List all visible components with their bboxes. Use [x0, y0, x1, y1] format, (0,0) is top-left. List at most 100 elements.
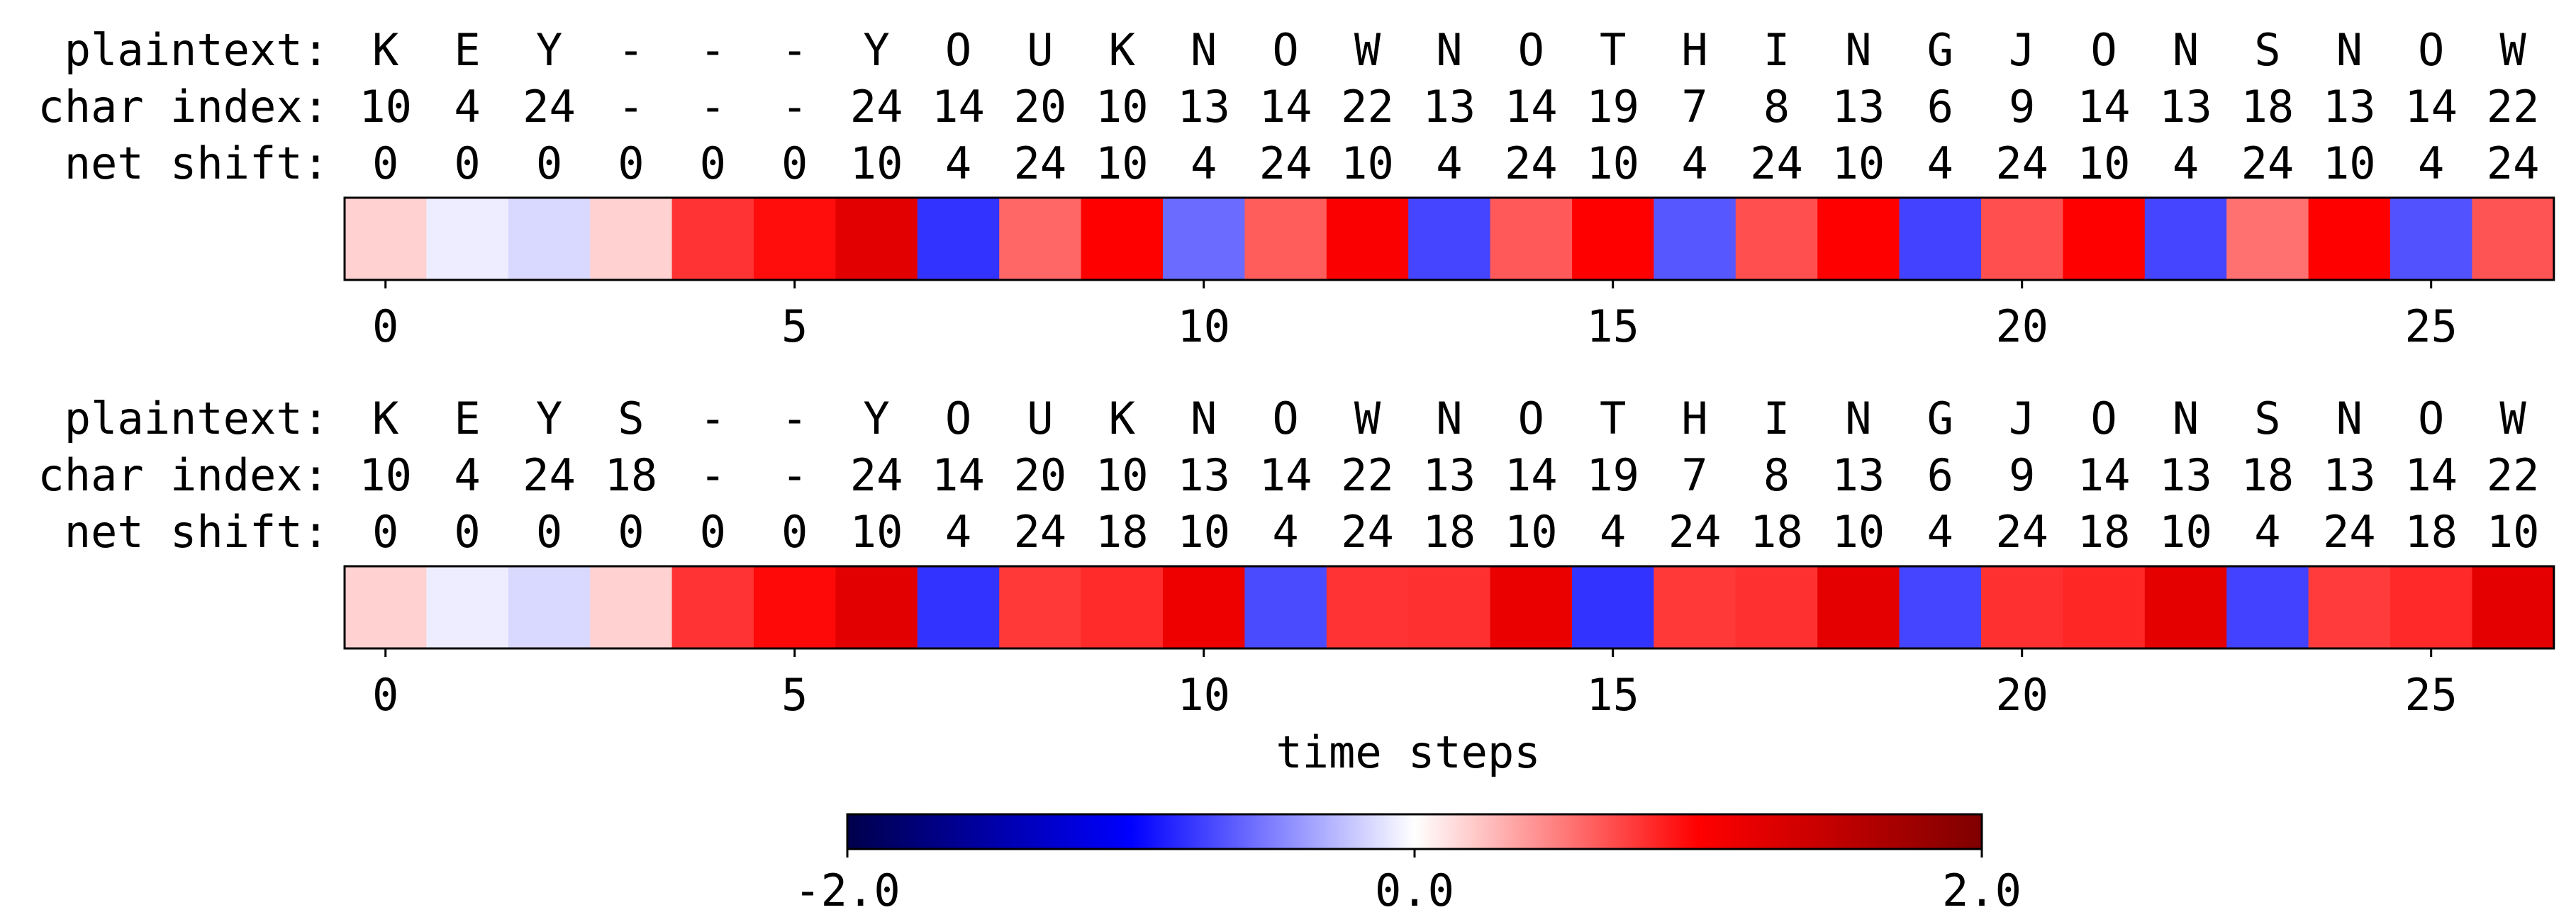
- char-index-value: 14: [2078, 449, 2131, 501]
- heatmap-cell: [1981, 566, 2063, 648]
- net-shift-value: 10: [1505, 506, 1558, 558]
- heatmap-cell: [671, 566, 754, 648]
- plaintext-char: -: [781, 24, 808, 76]
- plaintext-char: N: [2173, 393, 2199, 444]
- plaintext-char: S: [2254, 24, 2280, 76]
- net-shift-value: 4: [2173, 137, 2199, 189]
- plaintext-char: K: [1109, 24, 1136, 76]
- plaintext-char: Y: [536, 24, 562, 76]
- net-shift-value: 4: [945, 137, 971, 189]
- plaintext-char: N: [1436, 24, 1462, 76]
- net-shift-row-label: net shift:: [65, 137, 329, 189]
- heatmap-cell: [671, 198, 754, 280]
- heatmap-cell: [2308, 566, 2391, 648]
- net-shift-value: 10: [2159, 506, 2212, 558]
- plaintext-char: K: [372, 393, 399, 444]
- char-index-value: 6: [1927, 449, 1953, 501]
- heatmap-cell: [1490, 198, 1573, 280]
- heatmap-cell: [2308, 198, 2391, 280]
- char-index-value: 19: [1586, 449, 1639, 501]
- plaintext-char: J: [2009, 393, 2035, 444]
- heatmap-cell: [835, 566, 918, 648]
- char-index-value: 14: [932, 81, 985, 133]
- char-index-value: 10: [1095, 81, 1149, 133]
- char-index-value: 8: [1763, 449, 1790, 501]
- plaintext-char: O: [2090, 393, 2117, 444]
- char-index-value: 13: [2159, 81, 2212, 133]
- heatmap-cell: [1081, 198, 1164, 280]
- net-shift-value: 24: [1750, 137, 1803, 189]
- char-index-value: 22: [1341, 449, 1394, 501]
- net-shift-value: 0: [536, 137, 562, 189]
- net-shift-value: 0: [781, 137, 808, 189]
- colorbar-gradient: [846, 813, 1983, 850]
- net-shift-value: 24: [1341, 506, 1394, 558]
- heatmap-cell: [917, 566, 1000, 648]
- plaintext-char: K: [372, 24, 399, 76]
- char-index-value: 10: [359, 81, 412, 133]
- colorbar-tick-label: 0.0: [1375, 865, 1454, 916]
- char-index-value: -: [700, 81, 726, 133]
- plaintext-char: O: [1272, 393, 1298, 444]
- net-shift-value: 10: [1341, 137, 1394, 189]
- net-shift-value: 4: [1600, 506, 1626, 558]
- heatmap-cell: [1735, 566, 1818, 648]
- x-tick-label: 20: [1995, 300, 2048, 352]
- heatmap-cell: [917, 198, 1000, 280]
- plaintext-char: E: [454, 393, 480, 444]
- char-index-value: 14: [1259, 449, 1312, 501]
- colorbar: -2.0 0.0 2.0: [794, 813, 2022, 916]
- char-index-value: 19: [1586, 81, 1639, 133]
- char-index-value: 14: [1505, 81, 1558, 133]
- plaintext-char: O: [945, 393, 971, 444]
- heatmap-cell: [1163, 198, 1245, 280]
- plaintext-char: -: [618, 24, 644, 76]
- heatmap-cell: [1244, 566, 1327, 648]
- net-shift-value: 24: [1995, 137, 2048, 189]
- plaintext-char: N: [2336, 24, 2363, 76]
- plaintext-char: I: [1763, 393, 1790, 444]
- char-index-value: -: [700, 449, 726, 501]
- heatmap-cell: [1490, 566, 1573, 648]
- heatmap-cell: [2226, 198, 2309, 280]
- net-shift-value: 18: [1095, 506, 1149, 558]
- heatmap-cell: [1899, 198, 1982, 280]
- heatmap-cell: [1244, 198, 1327, 280]
- heatmap-cell: [999, 566, 1082, 648]
- plaintext-char: O: [945, 24, 971, 76]
- net-shift-value: 0: [700, 506, 726, 558]
- heatmap-cell: [345, 198, 427, 280]
- net-shift-value: 24: [2487, 137, 2540, 189]
- plaintext-char: K: [1109, 393, 1136, 444]
- net-shift-value: 4: [1191, 137, 1217, 189]
- heatmap-frame: [343, 196, 2555, 281]
- heatmap-cell: [590, 566, 673, 648]
- plaintext-char: O: [1518, 393, 1544, 444]
- plaintext-char: N: [1191, 24, 1217, 76]
- plaintext-char: J: [2009, 24, 2035, 76]
- heatmap-cell: [2226, 566, 2309, 648]
- plaintext-char: O: [2418, 393, 2444, 444]
- plaintext-char: N: [1191, 393, 1217, 444]
- heatmap-cell: [2472, 566, 2555, 648]
- net-shift-value: 10: [1832, 137, 1885, 189]
- colorbar-tick-label: 2.0: [1942, 865, 2022, 916]
- char-index-value: 13: [2323, 81, 2376, 133]
- char-index-value: 4: [454, 81, 480, 133]
- net-shift-value: 10: [1586, 137, 1639, 189]
- char-index-value: 18: [605, 449, 658, 501]
- heatmap-cell: [2063, 198, 2146, 280]
- heatmap-cell: [345, 566, 427, 648]
- char-index-value: 10: [359, 449, 412, 501]
- net-shift-value: 18: [2404, 506, 2458, 558]
- net-shift-value: 0: [372, 506, 398, 558]
- plaintext-char: N: [1436, 393, 1462, 444]
- heatmap-cell: [1572, 566, 1654, 648]
- heatmap-cell: [1572, 198, 1654, 280]
- net-shift-value: 0: [700, 137, 726, 189]
- net-shift-value: 24: [2241, 137, 2295, 189]
- char-index-value: 4: [454, 449, 480, 501]
- heatmap-cell: [754, 566, 836, 648]
- net-shift-value: 0: [454, 506, 480, 558]
